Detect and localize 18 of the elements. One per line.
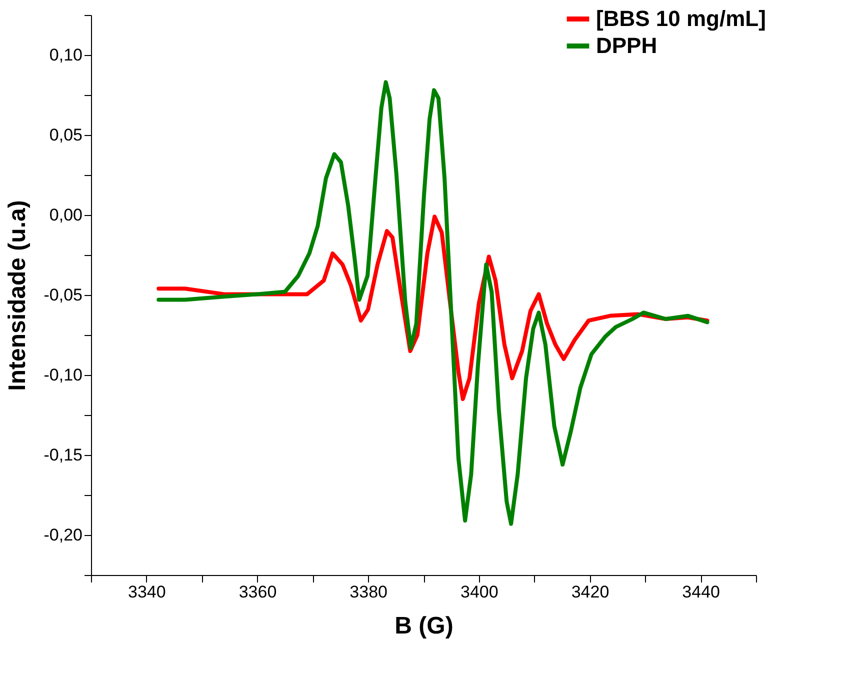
x-tick-label: 3420 <box>571 582 610 602</box>
y-tick-label: 0,05 <box>49 126 82 144</box>
x-axis-title: B (G) <box>394 612 454 640</box>
y-axis-title: Intensidade (u.a) <box>4 200 31 391</box>
x-tick-label: 3440 <box>682 582 720 602</box>
legend-label: DPPH <box>596 33 658 58</box>
x-tick-label: 3380 <box>350 582 388 602</box>
x-tick-label: 3360 <box>238 582 277 602</box>
y-tick-label: -0,15 <box>44 446 82 464</box>
y-tick-label: -0,10 <box>44 366 82 384</box>
y-tick-label: 0,00 <box>49 206 82 224</box>
line-series <box>156 80 710 526</box>
x-tick-label: 3400 <box>460 582 498 602</box>
y-tick-label: -0,20 <box>44 526 82 544</box>
x-tick-label: 3340 <box>128 582 166 602</box>
legend-label: [BBS 10 mg/mL] <box>596 6 766 31</box>
y-tick-label: -0,05 <box>44 286 82 304</box>
y-tick-label: 0,10 <box>49 46 82 64</box>
